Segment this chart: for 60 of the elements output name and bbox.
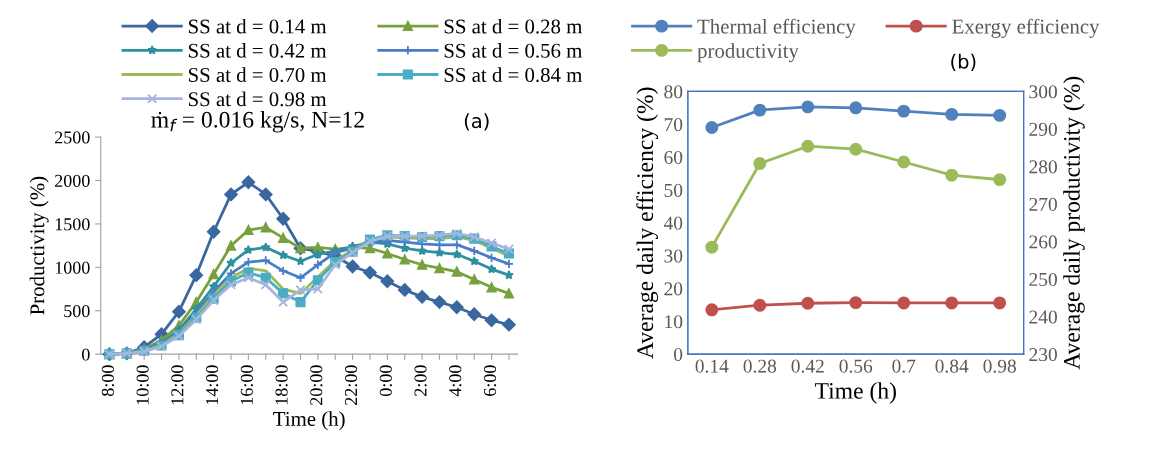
y-tick-label: 2500: [55, 131, 90, 144]
legend-label: SS at d = 0.84 m: [444, 67, 583, 83]
text: ṁ$_{f}$ = 0.016 kg/s, N=12: [151, 111, 364, 133]
legend-label: SS at d = 0.42 m: [188, 43, 327, 58]
legend-label: SS at d = 0.98 m: [188, 91, 327, 107]
x-tick-label: 14:00: [205, 365, 219, 405]
y-tick-label: 60: [664, 150, 683, 165]
y-tick-label: 70: [664, 118, 683, 132]
y2-tick-label: 230: [1029, 347, 1057, 362]
text: (b): [951, 53, 976, 72]
y2-tick-label: 280: [1029, 160, 1057, 174]
y-axis-title: Productivity (%): [29, 176, 49, 315]
legend-label: SS at d = 0.56 m: [444, 43, 583, 58]
x-tick-label: 0.28: [743, 359, 777, 373]
y-tick-label: 10: [665, 315, 683, 329]
y-tick-label: 0: [81, 348, 90, 361]
y-tick-label: 50: [664, 183, 683, 197]
x-tick-label: 0.84: [935, 359, 969, 373]
legend-label: SS at d = 0.14 m: [188, 18, 327, 34]
y2-tick-label: 250: [1029, 272, 1057, 287]
legend-label: SS at d = 0.28 m: [444, 18, 583, 34]
y2-tick-label: 300: [1029, 85, 1057, 99]
y2-axis-title: Average daily productivity (%): [1063, 76, 1085, 370]
x-tick-label: 0.7: [892, 359, 916, 373]
x-tick-label: 0.98: [983, 359, 1016, 373]
y-tick-label: 2000: [55, 174, 90, 187]
x-tick-label: 18:00: [275, 365, 288, 405]
text: (a): [464, 113, 489, 131]
x-axis-title: Time (h): [273, 411, 345, 431]
y-axis-title: Average daily efficiency (%): [636, 87, 658, 359]
x-tick-label: 0:00: [379, 365, 392, 396]
x-tick-label: 0.42: [791, 359, 824, 373]
x-tick-label: 12:00: [171, 365, 184, 405]
y-tick-label: 0: [674, 347, 683, 362]
x-axis-title: Time (h): [814, 382, 896, 404]
x-tick-label: 0.14: [695, 359, 729, 373]
x-tick-label: 2:00: [414, 365, 427, 396]
x-tick-label: 8:00: [101, 365, 115, 396]
x-tick-label: 10:00: [136, 365, 149, 405]
y-tick-label: 500: [64, 305, 90, 318]
legend-label: productivity: [697, 43, 799, 63]
x-tick-label: 6:00: [483, 365, 497, 396]
y-tick-label: 20: [664, 282, 683, 296]
x-tick-label: 20:00: [310, 365, 323, 405]
legend-label: SS at d = 0.70 m: [188, 67, 327, 83]
legend-label: Exergy efficiency: [952, 18, 1100, 38]
x-tick-label: 4:00: [449, 365, 462, 397]
y-tick-label: 1500: [55, 218, 90, 231]
y2-tick-label: 260: [1029, 235, 1057, 249]
legend-label: Thermal efficiency: [697, 18, 856, 38]
y-tick-label: 40: [663, 216, 683, 230]
y-tick-label: 80: [664, 85, 683, 99]
x-tick-label: 16:00: [240, 365, 253, 405]
x-tick-label: 22:00: [344, 365, 358, 405]
x-tick-label: 0.56: [839, 359, 873, 373]
y2-tick-label: 290: [1029, 122, 1057, 136]
y-tick-label: 30: [664, 249, 683, 263]
y-tick-label: 1000: [55, 261, 90, 274]
y2-tick-label: 240: [1029, 310, 1057, 324]
y2-tick-label: 270: [1029, 197, 1057, 211]
